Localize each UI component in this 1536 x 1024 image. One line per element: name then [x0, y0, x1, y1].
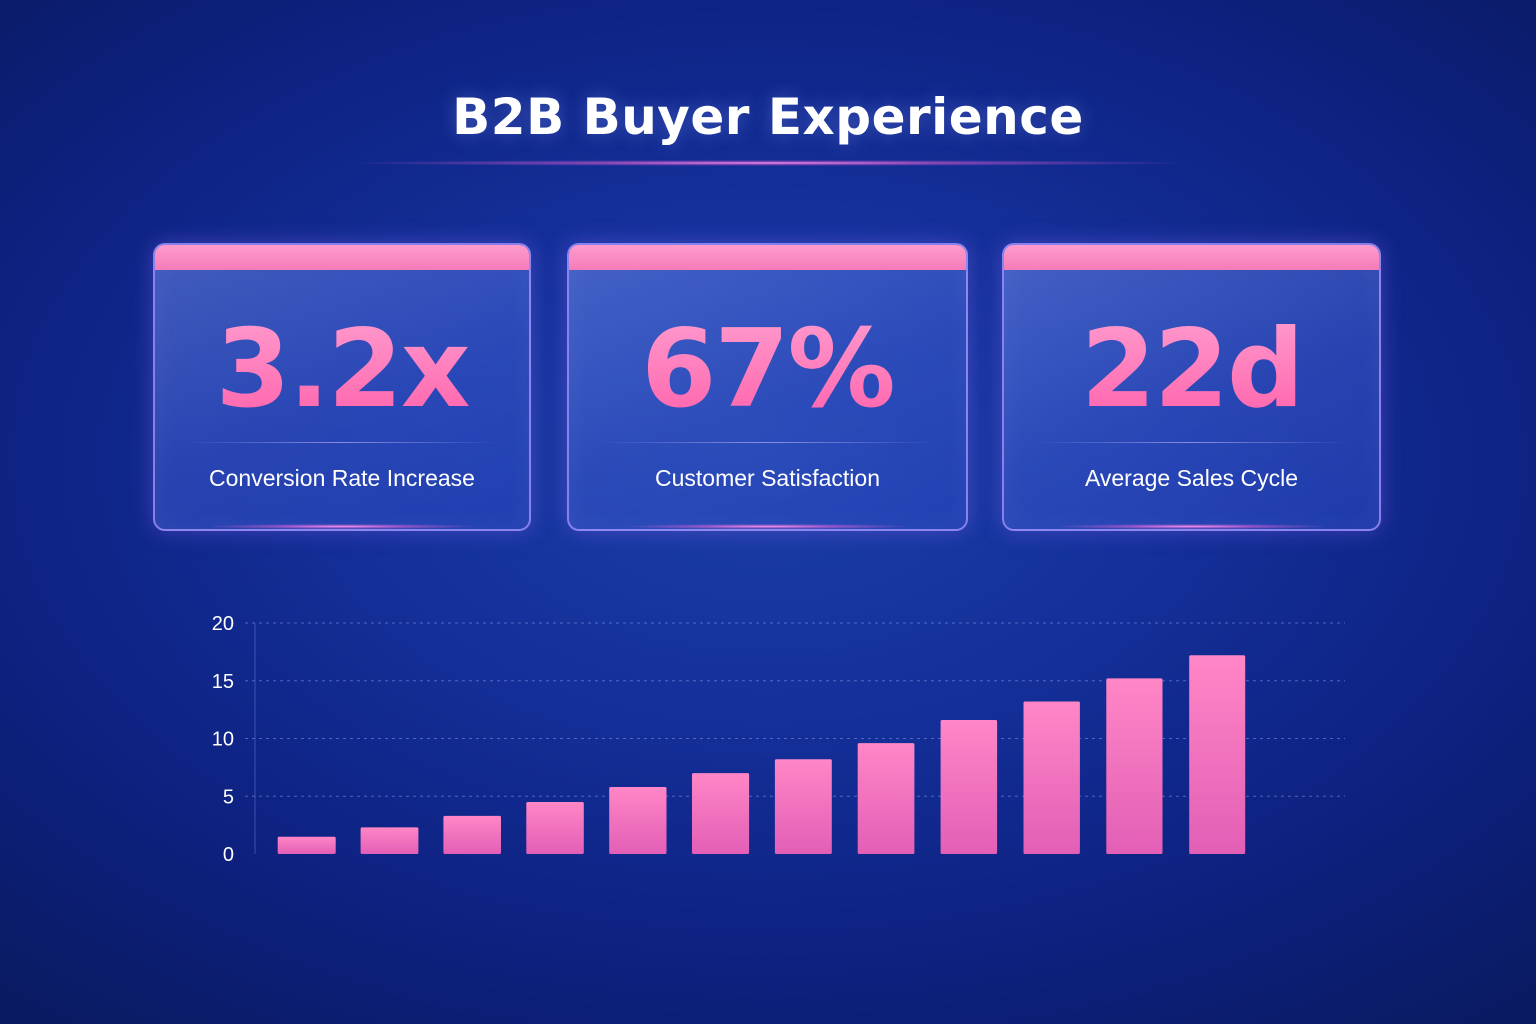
y-tick-label: 15 [212, 671, 234, 693]
bar [857, 743, 915, 854]
card-header-bar [1004, 245, 1379, 270]
bar [692, 773, 750, 854]
card-glow [1060, 524, 1323, 529]
y-tick-label: 0 [223, 844, 234, 866]
bar [277, 836, 336, 854]
card-divider [1034, 442, 1349, 443]
stat-card-satisfaction: 67% Customer Satisfaction [567, 243, 968, 531]
stat-label: Conversion Rate Increase [209, 465, 475, 491]
stat-label: Customer Satisfaction [655, 465, 880, 491]
page-title: B2B Buyer Experience [452, 88, 1084, 146]
y-tick-label: 5 [223, 786, 234, 808]
card-header-bar [155, 245, 529, 270]
card-glow [628, 524, 907, 529]
card-glow [211, 524, 473, 529]
stat-card-sales-cycle: 22d Average Sales Cycle [1002, 243, 1381, 531]
bar [1023, 701, 1080, 854]
stat-card-conversion: 3.2x Conversion Rate Increase [153, 243, 531, 531]
bar [940, 720, 998, 854]
card-divider [599, 442, 936, 443]
card-divider [185, 442, 499, 443]
bar [526, 802, 584, 854]
bar [1189, 655, 1246, 854]
y-tick-label: 20 [212, 613, 234, 635]
title-glow [338, 160, 1198, 166]
stat-value: 22d [1004, 307, 1379, 432]
bar [1106, 678, 1163, 854]
bar [774, 759, 832, 854]
bar [609, 787, 667, 854]
bar [360, 827, 419, 854]
stat-value: 67% [569, 307, 966, 432]
y-tick-label: 10 [212, 729, 234, 751]
stat-label: Average Sales Cycle [1084, 465, 1299, 491]
stat-value: 3.2x [155, 307, 529, 432]
card-header-bar [569, 245, 966, 270]
bar [443, 815, 501, 854]
